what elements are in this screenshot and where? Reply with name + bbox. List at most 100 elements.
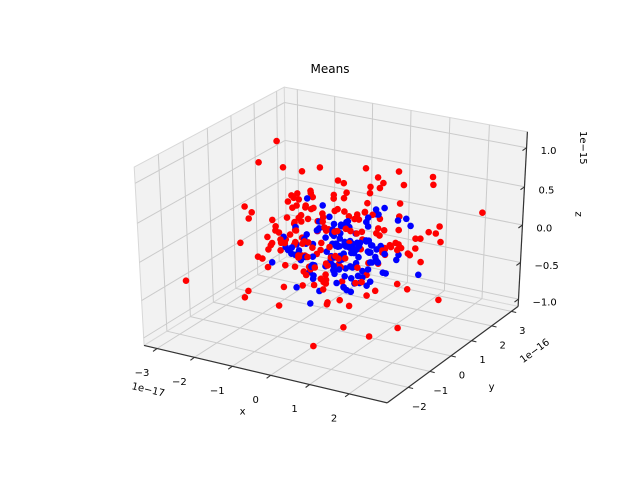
- scatter-point-blue: [403, 215, 410, 223]
- y-tick-label: 2: [500, 340, 506, 351]
- grid-line-x-floor: [270, 282, 408, 376]
- scatter-point-red: [241, 203, 248, 210]
- scatter-point-red: [264, 263, 272, 271]
- scatter-point-blue: [307, 300, 314, 307]
- z-tick-mark: [516, 262, 521, 266]
- scatter-point-red: [395, 226, 403, 234]
- scatter-point-blue: [303, 195, 311, 202]
- scatter-point-red: [354, 264, 361, 272]
- scatter-point-red: [400, 181, 408, 189]
- scatter-point-blue: [365, 249, 373, 256]
- scatter-point-blue: [381, 204, 388, 212]
- scatter-point-red: [275, 302, 283, 309]
- x-tick-mark: [190, 356, 195, 361]
- grid-line-x-floor: [348, 298, 483, 395]
- scatter-point-red: [435, 296, 442, 304]
- scatter-point-blue: [322, 234, 329, 241]
- scatter-point-blue: [341, 241, 348, 249]
- scatter-point-red: [353, 230, 361, 237]
- grid-line-z-left: [139, 177, 286, 263]
- scatter-point-blue: [336, 235, 344, 242]
- scatter-point-red: [318, 239, 325, 247]
- scatter-point-blue: [333, 279, 340, 287]
- scatter-point-red: [331, 207, 339, 215]
- scatter-point-red: [310, 204, 317, 212]
- scatter-point-red: [326, 243, 333, 251]
- scatter-point-red: [248, 209, 255, 216]
- scatter-point-blue: [374, 259, 382, 266]
- scatter-point-red: [269, 216, 276, 224]
- scatter-point-red: [340, 179, 348, 187]
- scatter-point-red: [294, 190, 301, 197]
- scatter-point-red: [317, 246, 324, 254]
- scatter-point-blue: [393, 256, 400, 264]
- scatter-point-red: [353, 211, 361, 218]
- scatter-point-red: [412, 245, 419, 252]
- scatter-point-red: [291, 263, 299, 271]
- scatter-point-blue: [363, 282, 370, 290]
- scatter-point-blue: [353, 246, 360, 253]
- z-tick-mark: [522, 147, 527, 152]
- scatter-point-red: [371, 287, 379, 295]
- x-tick-mark: [305, 384, 310, 388]
- scatter-point-blue: [335, 266, 343, 273]
- scatter-point-red: [352, 279, 359, 287]
- scatter-point-blue: [379, 269, 387, 277]
- scatter-point-red: [299, 282, 307, 289]
- y-tick-mark: [471, 340, 477, 343]
- scatter-point-red: [331, 228, 338, 235]
- x-offset-text: 1e−17: [130, 381, 165, 399]
- scatter-point-blue: [331, 270, 338, 278]
- grid-line-y-floor: [190, 316, 430, 372]
- y-tick-label: −2: [412, 402, 427, 413]
- scatter-point-red: [412, 235, 419, 242]
- z-axis-line: [517, 131, 529, 307]
- scatter-point-red: [255, 159, 262, 166]
- scatter-point-blue: [372, 206, 380, 213]
- scatter-point-red: [310, 342, 317, 350]
- y-tick-label: −1: [433, 386, 448, 397]
- scatter-point-blue: [364, 266, 372, 273]
- scatter-point-red: [429, 173, 437, 181]
- grid-line-y-left: [206, 128, 214, 303]
- scatter-point-red: [364, 199, 371, 207]
- scatter-point-red: [430, 181, 437, 189]
- y-tick-label: 0: [459, 370, 465, 381]
- scatter-point-red: [432, 230, 440, 237]
- grid-line-z-left: [143, 249, 287, 339]
- scatter-point-blue: [359, 267, 366, 275]
- scatter-point-red: [361, 209, 369, 216]
- scatter-point-red: [237, 239, 244, 247]
- scatter-point-red: [245, 287, 252, 295]
- grid-line-y-left: [253, 103, 259, 275]
- scatter-point-red: [182, 277, 190, 285]
- x-tick-mark: [266, 374, 272, 379]
- y-tick-mark: [408, 386, 414, 390]
- scatter-point-blue: [368, 259, 376, 266]
- scatter-point-blue: [341, 273, 349, 280]
- scatter-point-red: [374, 174, 382, 181]
- scatter-point-red: [277, 247, 284, 254]
- z-offset-text: 1e−15: [577, 131, 588, 165]
- scatter-point-red: [283, 214, 291, 221]
- scatter-point-red: [436, 223, 443, 230]
- scatter-point-red: [358, 278, 365, 286]
- scatter-point-red: [479, 209, 486, 216]
- scatter-point-red: [365, 333, 373, 340]
- scatter-point-red: [286, 231, 294, 238]
- scatter-point-red: [345, 302, 353, 310]
- grid-line-x-floor: [309, 290, 445, 385]
- scatter-point-red: [338, 278, 346, 285]
- scatter-point-red: [396, 200, 404, 207]
- scatter-point-red: [393, 280, 401, 288]
- scatter-point-red: [406, 251, 414, 259]
- scatter-point-red: [302, 204, 309, 211]
- scatter-point-red: [310, 281, 318, 289]
- scatter-point-red: [273, 137, 280, 145]
- scatter-point-red: [264, 233, 271, 241]
- grid-line-y-floor: [257, 274, 492, 327]
- scatter-point-red: [334, 177, 342, 184]
- scatter-point-blue: [344, 218, 352, 225]
